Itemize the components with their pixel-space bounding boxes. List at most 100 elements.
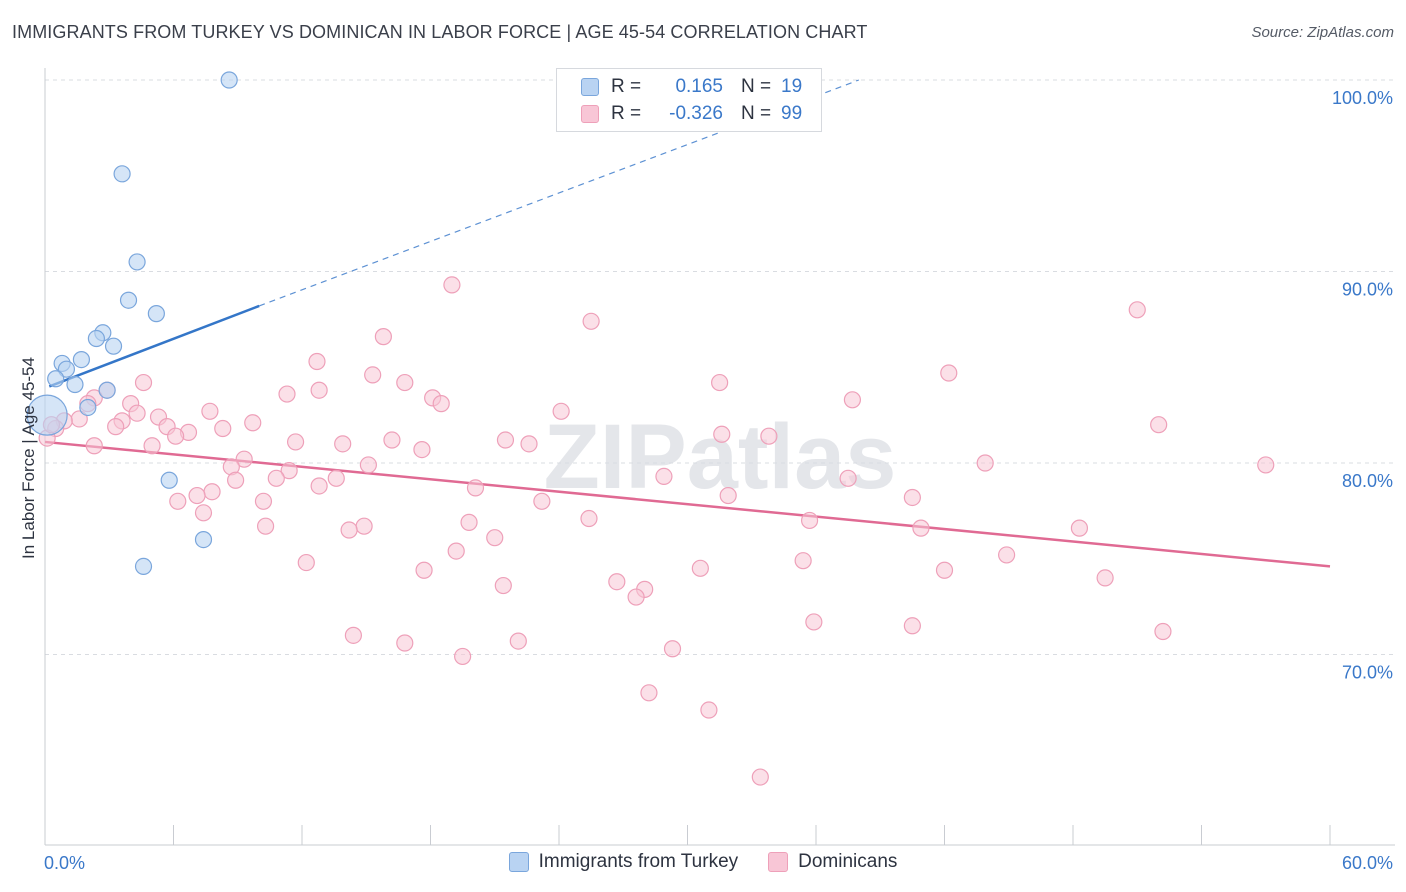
legend-item-turkey: Immigrants from Turkey: [508, 851, 739, 873]
dominican-point: [443, 276, 461, 294]
turkey-trend-extension: [258, 79, 860, 307]
n-value-dominican: 99: [781, 103, 803, 124]
dominican-point: [912, 519, 930, 537]
dominican-point: [340, 521, 358, 539]
dominican-point: [167, 427, 185, 445]
dominican-point: [1154, 622, 1172, 641]
dominican-point: [134, 373, 153, 392]
dominican-point: [334, 435, 352, 453]
dominican-point: [903, 617, 921, 635]
dominican-point: [751, 768, 769, 786]
turkey-point: [113, 165, 131, 183]
dominican-point: [533, 492, 551, 510]
dominican-point: [903, 488, 921, 507]
dominican-point: [374, 328, 392, 346]
turkey-point: [72, 350, 91, 369]
dominican-point: [396, 373, 414, 392]
dominican-point: [432, 395, 450, 413]
dominican-point: [364, 366, 382, 384]
watermark: ZIPatlas: [544, 406, 897, 508]
dominican-point: [107, 418, 125, 436]
x-tick-label: 0.0%: [44, 853, 85, 873]
dominican-point: [308, 352, 326, 371]
dominican-point: [310, 477, 328, 495]
dominican-point: [608, 573, 626, 591]
dominican-point: [415, 561, 433, 579]
dominican-point: [359, 456, 377, 474]
series-legend: Immigrants from Turkey Dominicans: [0, 851, 1406, 873]
dominican-point: [214, 419, 232, 438]
dominican-point: [460, 513, 478, 531]
dominican-point: [1257, 456, 1275, 474]
turkey-point: [87, 329, 106, 348]
y-tick-label: 70.0%: [1342, 663, 1393, 683]
dominican-point: [976, 454, 994, 472]
turkey-point: [194, 530, 213, 549]
turkey-point: [220, 71, 238, 89]
dominican-point: [520, 435, 538, 453]
dominican-point: [663, 640, 682, 658]
dominican-point: [454, 647, 472, 666]
dominican-point: [327, 469, 345, 487]
dominican-point: [794, 552, 812, 570]
correlation-legend: R = 0.165 N = 19 R = -0.326 N = 99: [556, 68, 822, 132]
dominican-point: [85, 437, 103, 455]
r-label: R =: [611, 103, 642, 124]
turkey-point: [47, 370, 65, 388]
turkey-point: [128, 253, 146, 271]
dominican-point: [227, 471, 245, 489]
turkey-point: [66, 375, 84, 394]
turkey-point: [104, 337, 123, 355]
dominican-point: [496, 431, 515, 449]
blue-swatch: [581, 78, 599, 96]
dominican-point: [143, 437, 161, 455]
y-tick-label: 90.0%: [1342, 280, 1393, 300]
turkey-point: [98, 381, 116, 399]
turkey-point: [57, 360, 76, 378]
turkey-point: [160, 471, 178, 489]
dominican-point: [580, 509, 598, 528]
turkey-trend-line: [48, 304, 260, 388]
turkey-point: [119, 291, 138, 309]
r-value-dominican: -0.326: [669, 103, 723, 124]
source-credit: Source: ZipAtlas.com: [1251, 24, 1394, 41]
dominican-point: [447, 542, 465, 560]
dominican-point: [128, 404, 146, 422]
legend-label-dominicans: Dominicans: [798, 851, 898, 872]
pink-swatch: [768, 852, 789, 872]
dominican-point: [552, 402, 570, 420]
dominican-point: [1128, 301, 1146, 319]
dominican-point: [235, 450, 253, 468]
pink-swatch: [581, 105, 599, 123]
y-axis-label: In Labor Force | Age 45-54: [19, 357, 38, 559]
dominican-point: [256, 517, 275, 535]
dominican-point: [413, 440, 431, 459]
dominican-point: [254, 492, 273, 510]
dominican-point: [719, 486, 737, 505]
dominican-point: [297, 553, 315, 572]
turkey-point: [79, 398, 97, 417]
y-tick-label: 100.0%: [1332, 88, 1393, 108]
dominican-point: [655, 467, 673, 486]
legend-row-dominican: R = -0.326 N = 99: [557, 100, 802, 128]
blue-swatch: [508, 852, 529, 872]
r-label: R =: [611, 76, 642, 97]
dominican-point: [700, 701, 718, 719]
dominican-point: [310, 381, 328, 399]
dominican-point: [509, 632, 527, 650]
dominican-point: [169, 492, 187, 510]
dominican-point: [383, 431, 401, 449]
n-value-turkey: 19: [781, 76, 803, 97]
dominican-point: [486, 529, 504, 547]
dominican-point: [194, 504, 213, 522]
legend-label-turkey: Immigrants from Turkey: [538, 851, 739, 872]
dominican-point: [713, 425, 731, 443]
dominican-point: [691, 559, 709, 577]
dominican-point: [711, 373, 729, 392]
dominican-point: [278, 385, 296, 403]
dominican-point: [582, 312, 600, 330]
dominican-point: [839, 469, 857, 487]
dominican-point: [935, 561, 954, 579]
turkey-point: [26, 394, 68, 436]
